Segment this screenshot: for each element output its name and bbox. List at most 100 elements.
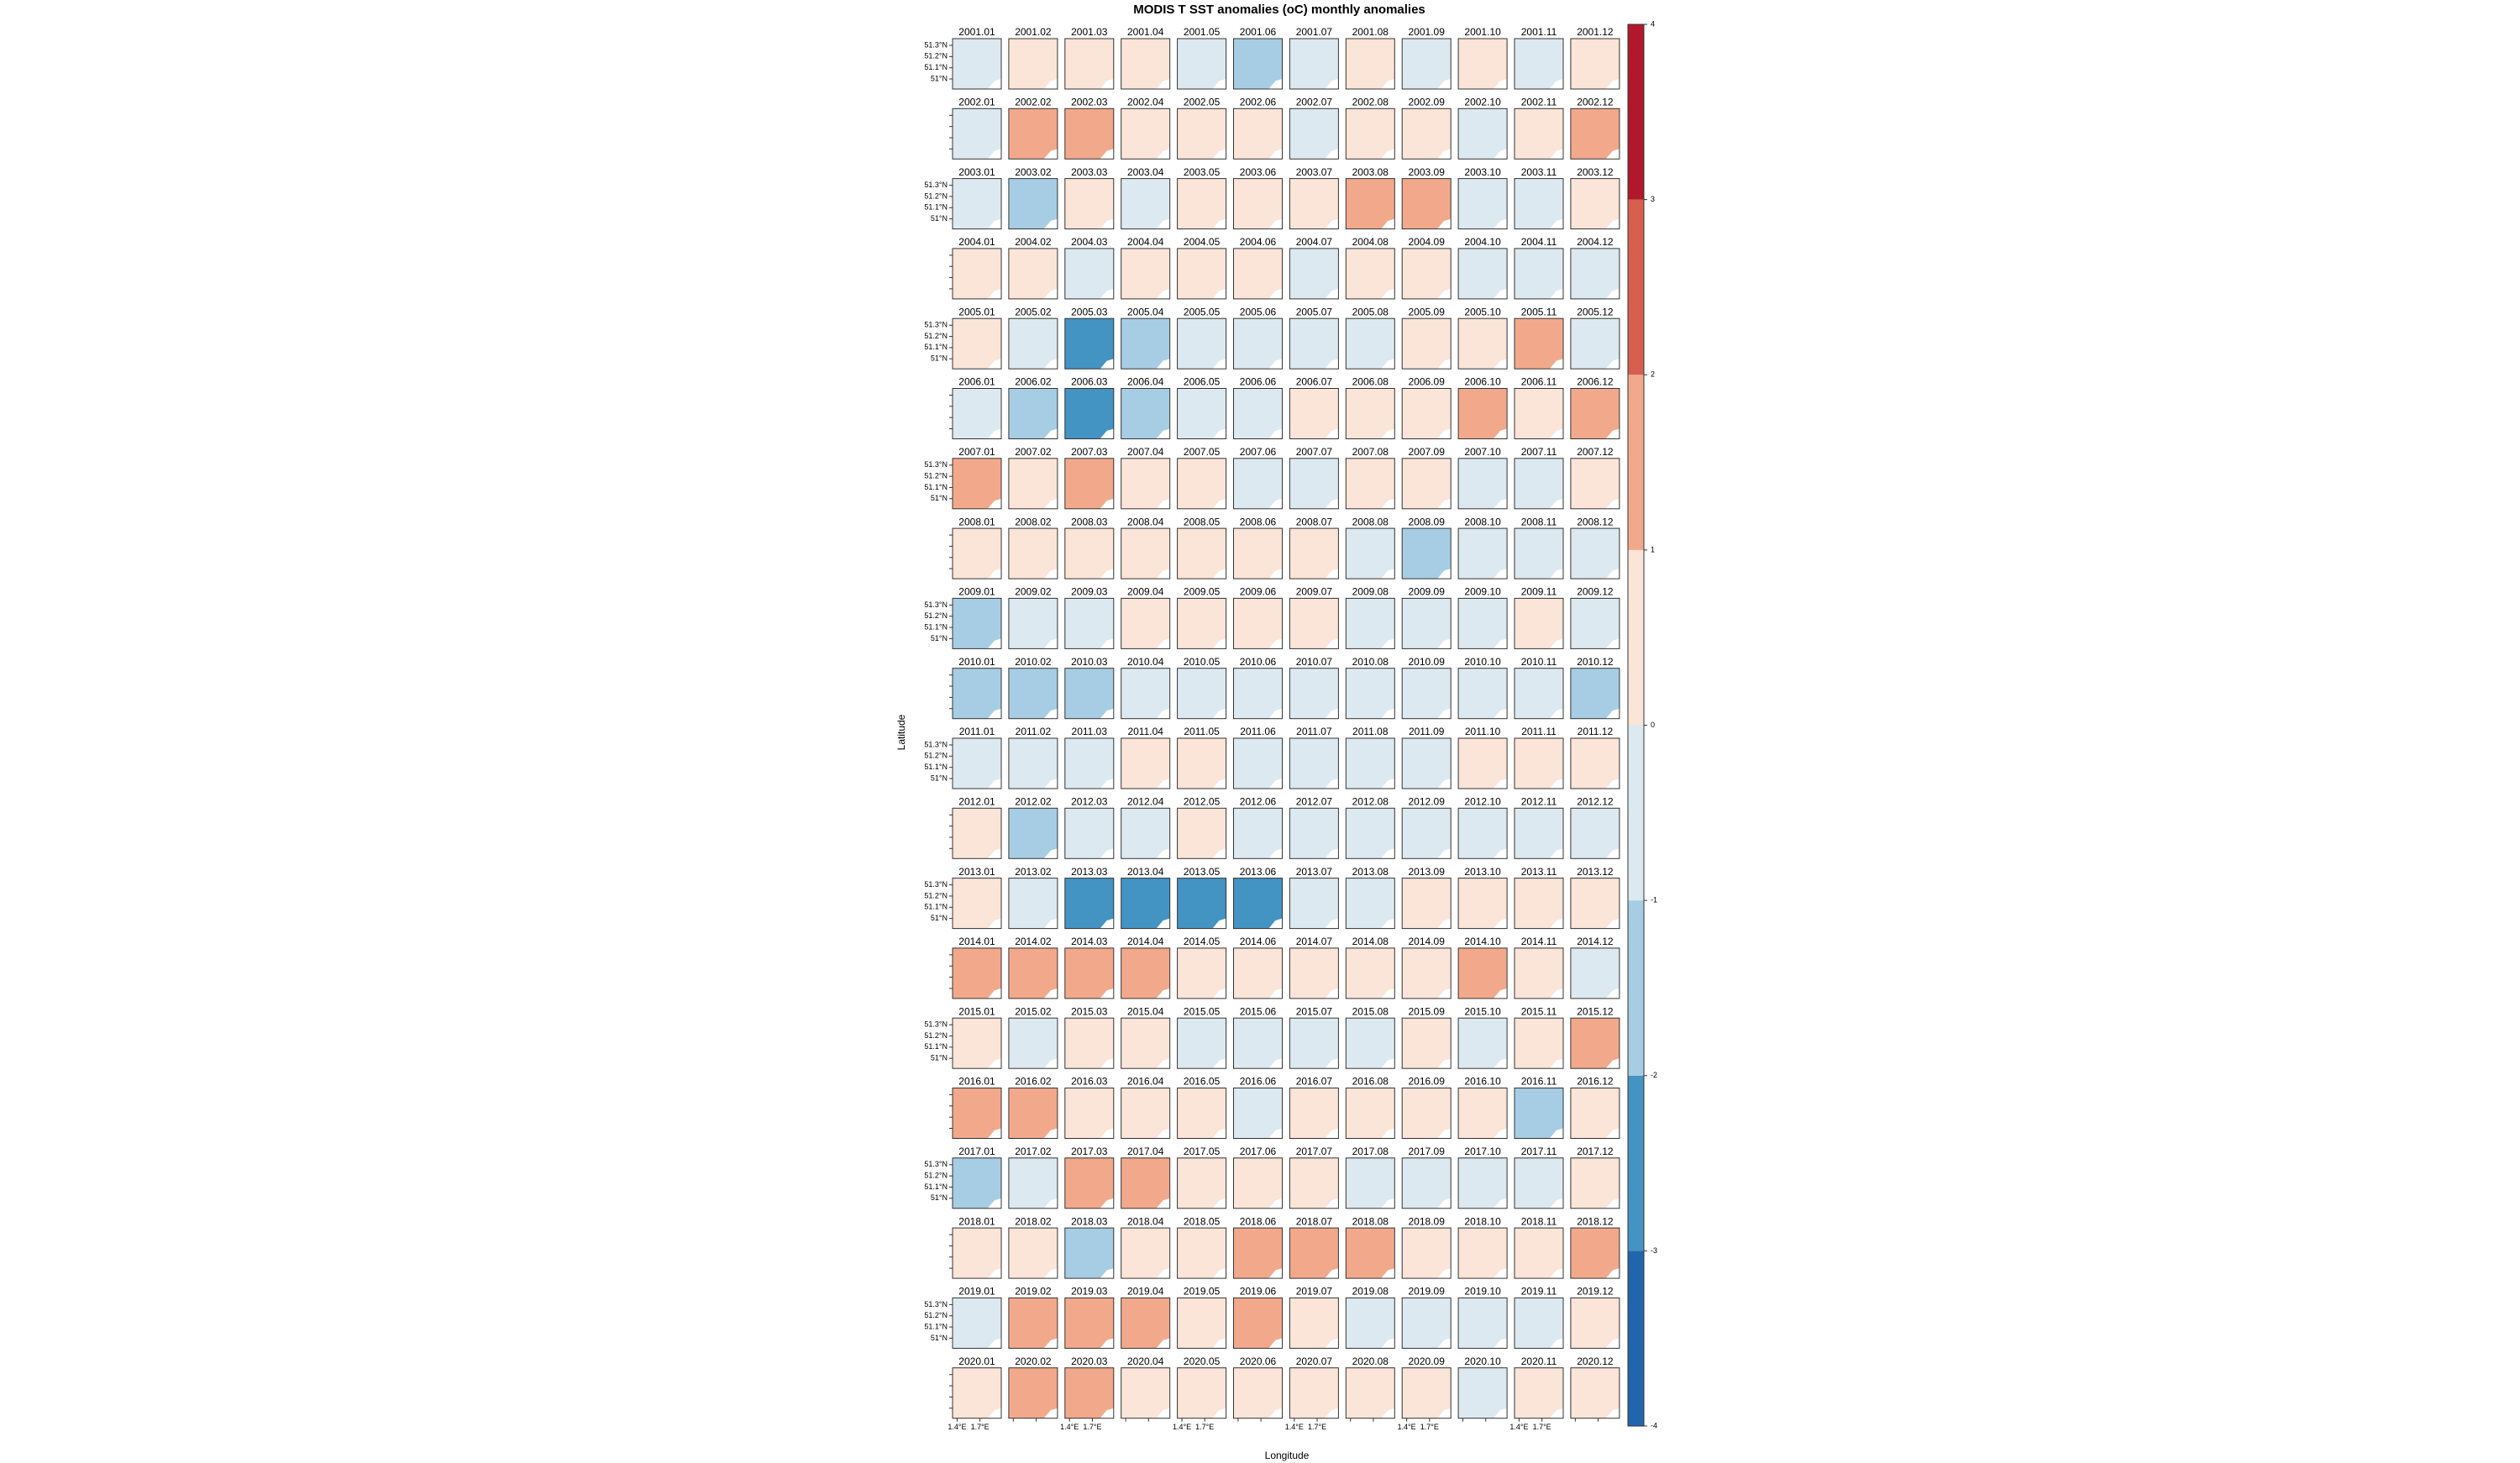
panel-fill — [1121, 318, 1170, 370]
panel-fill — [1121, 808, 1170, 859]
panel-fill — [1121, 528, 1170, 579]
land-mask — [987, 638, 1001, 649]
y-tick-label: 51.2°N — [924, 191, 948, 200]
panel-label: 2015.01 — [958, 1005, 995, 1017]
panel-fill — [1233, 318, 1283, 370]
panel-fill — [1515, 318, 1563, 370]
panel-fill — [1515, 947, 1563, 999]
panel-fill — [1121, 1088, 1170, 1139]
panel-frame — [1121, 248, 1171, 300]
panel-label: 2001.03 — [1071, 26, 1108, 38]
panel-frame — [1233, 38, 1283, 90]
land-mask — [1436, 638, 1452, 649]
land-mask — [1100, 288, 1114, 299]
panel-fill — [1346, 1298, 1395, 1349]
panel-fill — [1233, 878, 1283, 929]
panel-fill — [1008, 738, 1058, 789]
panel-frame — [1457, 388, 1508, 439]
panel-fill — [1515, 388, 1563, 439]
land-mask — [1605, 1268, 1620, 1279]
panel-fill — [1346, 1367, 1395, 1418]
panel-frame — [1233, 1297, 1283, 1349]
colorbar-segment — [1628, 549, 1644, 726]
panel-label: 2011.09 — [1409, 726, 1445, 737]
panel-fill — [1121, 738, 1170, 789]
panel-frame — [1570, 248, 1620, 300]
panel-frame — [1345, 178, 1395, 230]
panel-label: 2009.12 — [1577, 586, 1614, 598]
panel-frame — [1121, 737, 1171, 789]
panel-frame — [1233, 1367, 1283, 1419]
panel-label: 2005.05 — [1184, 306, 1221, 317]
panel-fill — [1289, 668, 1339, 719]
land-mask — [1100, 1338, 1114, 1349]
panel-fill — [1064, 528, 1114, 579]
panel-frame — [952, 597, 1002, 649]
panel-fill — [1289, 248, 1339, 299]
land-mask — [987, 1058, 1001, 1069]
panel-label: 2002.07 — [1296, 96, 1333, 107]
panel-label: 2007.05 — [1184, 446, 1221, 458]
panel-fill — [1570, 1367, 1620, 1418]
panel-label: 2002.02 — [1015, 96, 1052, 107]
panel-fill — [1515, 1228, 1563, 1279]
land-mask — [1605, 569, 1620, 579]
panel-fill — [1121, 248, 1170, 299]
panel-frame — [1570, 1297, 1620, 1349]
y-tick-label: 51.2°N — [924, 1172, 948, 1180]
land-mask — [1156, 288, 1170, 299]
panel-frame — [1401, 597, 1452, 649]
y-tick-label: 51.2°N — [924, 611, 948, 620]
panel-fill — [1233, 388, 1283, 439]
land-mask — [987, 359, 1001, 370]
panel-fill — [1346, 808, 1395, 859]
panel-frame — [952, 878, 1002, 930]
panel-frame — [1345, 1088, 1395, 1139]
panel-frame — [1121, 668, 1171, 720]
panel-frame — [1233, 317, 1283, 370]
panel-frame — [1064, 737, 1115, 789]
panel-fill — [1458, 1228, 1508, 1279]
panel-label: 2018.08 — [1352, 1215, 1389, 1227]
panel-frame — [1233, 178, 1283, 230]
panel-label: 2017.03 — [1071, 1146, 1108, 1157]
panel-fill — [1515, 738, 1563, 789]
panel-frame — [1401, 1157, 1452, 1209]
land-mask — [1268, 498, 1283, 509]
panel-label: 2013.10 — [1464, 866, 1501, 878]
panel-fill — [1177, 808, 1226, 859]
panel-label: 2014.10 — [1464, 936, 1501, 947]
panel-label: 2013.08 — [1352, 866, 1389, 878]
panel-frame — [1008, 668, 1058, 720]
panel-label: 2016.04 — [1127, 1076, 1164, 1088]
land-mask — [1381, 428, 1395, 439]
panel-fill — [953, 1367, 1001, 1418]
land-mask — [1381, 1128, 1395, 1139]
x-tick-label: 1.4°E — [1060, 1423, 1079, 1431]
panel-frame — [1570, 178, 1620, 230]
panel-label: 2004.04 — [1127, 236, 1164, 248]
panel-label: 2015.06 — [1240, 1005, 1277, 1017]
panel-fill — [1402, 808, 1452, 859]
panel-label: 2016.08 — [1352, 1076, 1389, 1088]
panel-frame — [1514, 38, 1564, 90]
land-mask — [1325, 918, 1339, 929]
panel-fill — [1346, 1228, 1395, 1279]
land-mask — [987, 569, 1001, 579]
panel-frame — [1233, 107, 1283, 160]
panel-fill — [953, 1157, 1001, 1209]
colorbar-tick-label: -3 — [1651, 1246, 1657, 1255]
land-mask — [1549, 918, 1563, 929]
panel-frame — [1064, 668, 1115, 720]
panel-frame — [1289, 737, 1339, 789]
panel-label: 2016.03 — [1071, 1076, 1108, 1088]
panel-frame — [1233, 458, 1283, 510]
panel-label: 2006.07 — [1296, 376, 1333, 388]
panel-fill — [1064, 1298, 1114, 1349]
panel-fill — [1458, 808, 1508, 859]
panel-fill — [1289, 388, 1339, 439]
panel-label: 2012.09 — [1409, 795, 1446, 807]
panel-frame — [1401, 947, 1452, 999]
land-mask — [1436, 848, 1452, 859]
panel-label: 2019.04 — [1127, 1286, 1164, 1298]
